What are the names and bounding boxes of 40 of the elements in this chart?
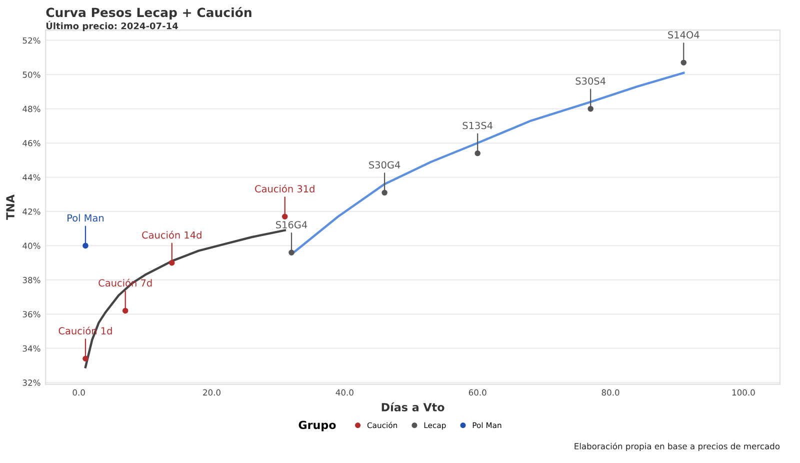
y-tick-label: 50% [22,72,40,78]
point [82,356,88,362]
annotation: S14O4 [668,31,700,38]
chart-title: Curva Pesos Lecap + Caución [46,6,252,20]
chart-subtitle: Último precio: 2024-07-14 [46,20,178,32]
x-axis-title: Días a Vto [382,402,444,412]
y-tick-label: 34% [22,345,40,352]
x-tick-label: 20.0 [203,389,220,396]
x-tick-label: 60.0 [468,389,486,396]
text: Elaboración propia en base a precios de mercado [574,442,780,451]
y-tick-label: 40% [22,242,40,249]
point [588,106,594,112]
y-tick-label: 32% [22,380,40,386]
x-tick-label: 80.0 [602,389,620,396]
point [168,260,175,266]
y-tick-label: 48% [22,106,40,112]
point [474,150,480,156]
y-tick-label: 52% [22,37,40,44]
y-tick-label: 44% [22,174,40,181]
annotation: Caución 31d [255,184,314,192]
y-tick-label: 46% [22,140,40,146]
point [82,242,88,249]
point [282,214,288,220]
point [680,60,687,66]
legend-title: Grupo [298,420,336,432]
y-tick-label: 42% [22,208,40,215]
annotation: Pol Man [68,214,104,222]
x-tick-label: 100.0 [732,389,755,396]
annotation: S30G4 [369,161,400,169]
point [382,190,388,196]
point [122,308,128,314]
x-tick-label: 40.0 [336,389,354,396]
annotation: Caución 14d [142,230,202,239]
annotation: S13S4 [462,122,493,130]
y-axis-title: TNA [6,194,14,220]
annotation: S16G4 [276,221,308,228]
x-tick-label: 0.0 [72,389,85,396]
y-tick-label: 36% [22,311,40,318]
y-tick-label: 38% [22,276,40,284]
annotation: S30S4 [576,77,606,85]
